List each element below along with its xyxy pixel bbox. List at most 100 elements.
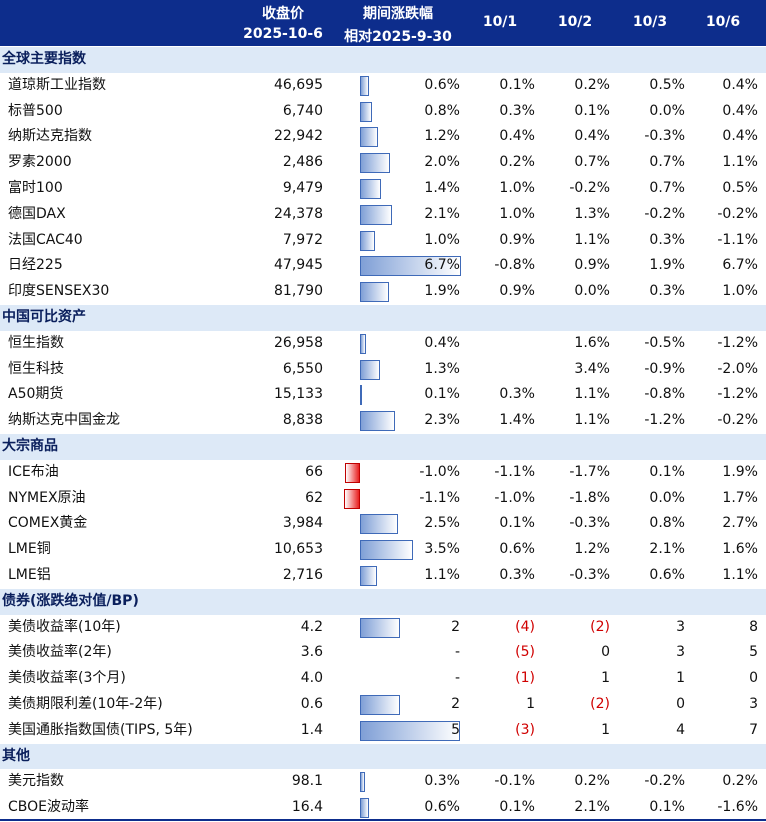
data-bar — [360, 411, 395, 432]
cell-value: 0.8% — [649, 515, 685, 532]
cell-value: -1.1% — [419, 489, 460, 506]
row-label: 德国DAX — [8, 205, 66, 222]
cell-value: 1.9% — [424, 283, 460, 300]
cell-value: 24,378 — [274, 205, 323, 222]
row-label: LME铝 — [8, 567, 51, 583]
cell-value: 1.2% — [424, 128, 460, 145]
cell-value: 1.6% — [722, 541, 758, 558]
data-row: 印度SENSEX30 81,790 1.9% 0.9% 0.0% 0.3% 1.0% — [0, 279, 766, 305]
cell-value: 0.4% — [424, 334, 460, 351]
cell-value: 2,486 — [282, 154, 323, 171]
cell-value: 4 — [676, 721, 685, 738]
data-row: 纳斯达克中国金龙 8,838 2.3% 1.4% 1.1% -1.2% -0.2% — [0, 408, 766, 434]
data-bar — [360, 282, 389, 303]
cell-value: 1.4 — [300, 721, 323, 738]
cell-value: 16.4 — [291, 799, 323, 816]
row-label: 日经225 — [8, 257, 63, 274]
cell-value: -1.8% — [569, 489, 610, 506]
data-bar — [360, 798, 369, 819]
row-label: LME铜 — [8, 541, 51, 558]
row-label: 标普500 — [8, 102, 63, 119]
cell-value: 0.0% — [574, 283, 610, 300]
section-row: 其他 — [0, 743, 766, 770]
row-label: 美债收益率(3个月) — [8, 670, 126, 687]
row-label: NYMEX原油 — [8, 489, 86, 506]
data-bar — [360, 333, 366, 354]
cell-value: 1.4% — [424, 180, 460, 196]
cell-value: 1.0% — [424, 231, 460, 248]
cell-value: 1.3% — [424, 360, 460, 377]
cell-value: 0.6% — [424, 799, 460, 816]
cell-value: 2.1% — [424, 205, 460, 222]
data-row: LME铝 2,716 1.1% 0.3% -0.3% 0.6% 1.1% — [0, 563, 766, 589]
cell-value: - — [454, 644, 460, 661]
cell-value: 0.4% — [722, 128, 758, 145]
cell-value: 0.3% — [424, 773, 460, 790]
cell-value: 0.3% — [499, 567, 535, 583]
row-label: ICE布油 — [8, 463, 59, 480]
cell-value: 46,695 — [274, 76, 323, 93]
cell-value: 2.1% — [574, 799, 610, 816]
cell-value: 0 — [601, 644, 610, 661]
data-bar — [360, 514, 398, 535]
cell-value: -0.9% — [644, 360, 685, 377]
cell-value: 6.7% — [424, 257, 460, 274]
cell-value: 1.9% — [722, 463, 758, 480]
cell-value: -2.0% — [717, 360, 758, 377]
cell-value: 81,790 — [274, 283, 323, 300]
cell-value: 2.3% — [424, 412, 460, 429]
row-label: 恒生科技 — [8, 360, 64, 377]
cell-value: -0.2% — [569, 180, 610, 196]
data-bar — [345, 462, 360, 483]
data-bar — [360, 75, 369, 96]
cell-value: 10,653 — [274, 541, 323, 558]
header-text: 10/1 — [482, 14, 518, 30]
data-row: 日经225 47,945 6.7% -0.8% 0.9% 1.9% 6.7% — [0, 253, 766, 279]
cell-value: -1.7% — [569, 463, 610, 480]
cell-value: 0.6% — [499, 541, 535, 558]
cell-value: -1.1% — [717, 231, 758, 248]
data-row: 美债期限利差(10年-2年) 0.6 2 1 (2) 0 3 — [0, 692, 766, 718]
cell-value: 0.2% — [574, 76, 610, 93]
data-row: CBOE波动率 16.4 0.6% 0.1% 2.1% 0.1% -1.6% — [0, 795, 766, 821]
row-label: 纳斯达克指数 — [8, 128, 92, 145]
cell-value: 0.4% — [574, 128, 610, 145]
cell-value: 3 — [676, 644, 685, 661]
row-label: CBOE波动率 — [8, 799, 89, 816]
table-header: 收盘价 2025-10-6 期间涨跌幅 相对2025-9-30 10/1 10/… — [0, 0, 766, 46]
row-label: 印度SENSEX30 — [8, 283, 110, 300]
cell-value: 3.4% — [574, 360, 610, 377]
header-text: 期间涨跌幅 — [363, 6, 433, 22]
cell-value: 6,740 — [282, 102, 323, 119]
cell-value: 0.9% — [574, 257, 610, 274]
cell-value: 22,942 — [274, 128, 323, 145]
row-label: 罗素2000 — [8, 154, 72, 171]
cell-value: 8 — [749, 618, 758, 635]
header-text: 2025-10-6 — [243, 26, 323, 42]
cell-value: 0.7% — [649, 154, 685, 171]
section-row: 中国可比资产 — [0, 305, 766, 331]
cell-value: 0.6 — [300, 696, 323, 712]
row-label: 富时100 — [8, 180, 63, 196]
cell-value: -0.5% — [644, 334, 685, 351]
data-bar — [360, 256, 461, 277]
cell-value: -0.8% — [644, 386, 685, 403]
cell-value: 2.0% — [424, 154, 460, 171]
cell-value: 1.0% — [722, 283, 758, 300]
header-text: 收盘价 — [262, 6, 304, 22]
cell-value: (5) — [515, 644, 535, 661]
data-row: A50期货 15,133 0.1% 0.3% 1.1% -0.8% -1.2% — [0, 382, 766, 408]
data-bar — [360, 695, 400, 715]
cell-value: 0.1% — [499, 76, 535, 93]
header-text: 10/6 — [705, 14, 741, 30]
cell-value: -0.2% — [717, 205, 758, 222]
cell-value: 1 — [526, 696, 535, 712]
cell-value: 1.7% — [722, 489, 758, 506]
cell-value: -0.3% — [569, 515, 610, 532]
cell-value: 9,479 — [282, 180, 323, 196]
cell-value: 2.7% — [722, 515, 758, 532]
cell-value: -1.2% — [717, 386, 758, 403]
data-bar — [360, 540, 413, 561]
data-bar — [360, 566, 377, 586]
